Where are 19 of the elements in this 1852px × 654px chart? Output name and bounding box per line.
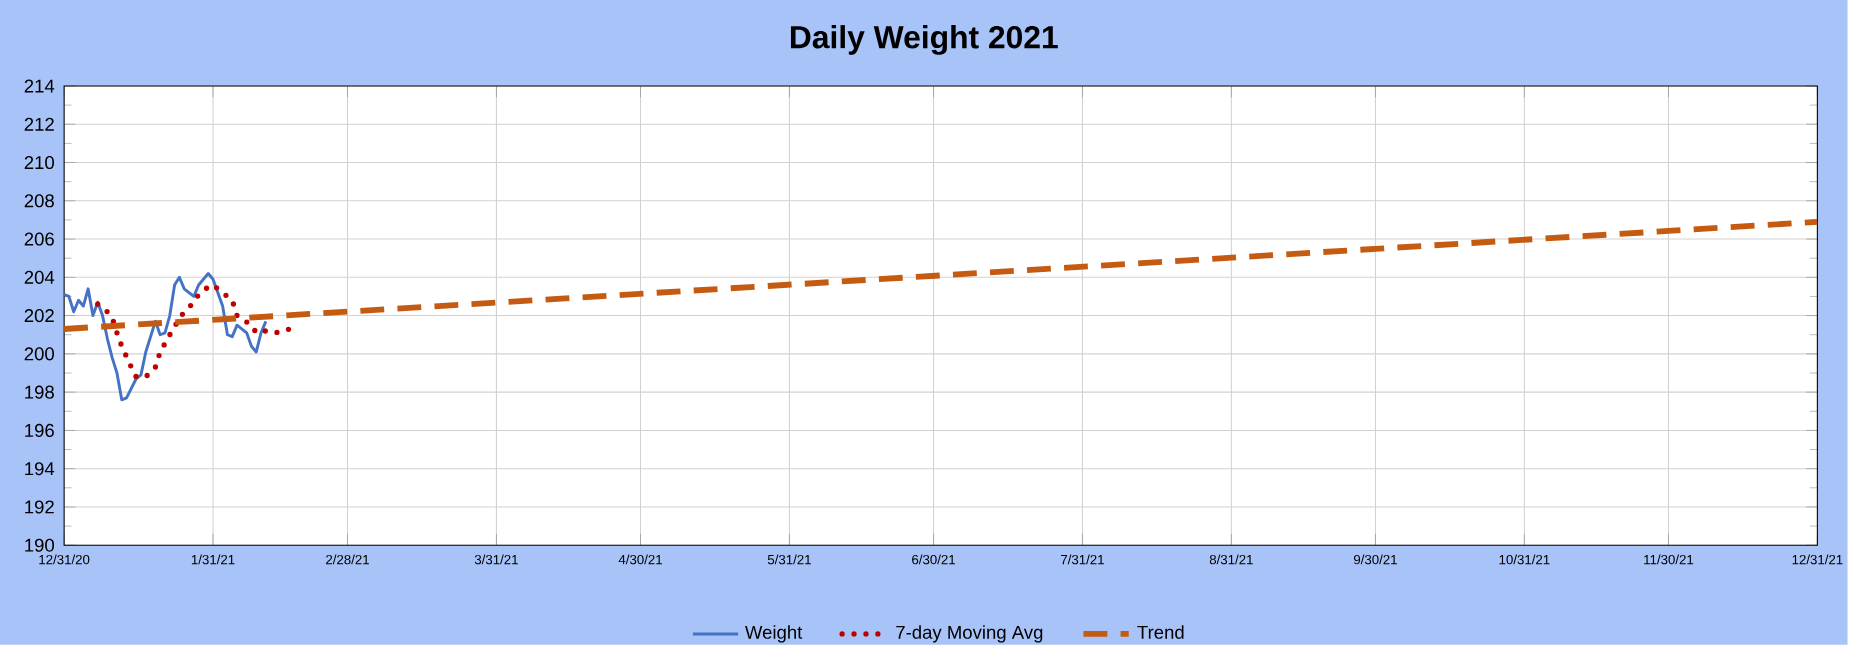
y-tick-label: 190 <box>25 539 55 553</box>
y-tick-label: 206 <box>24 232 54 246</box>
legend-label: Trend <box>1137 625 1184 640</box>
y-tick-label: 204 <box>24 271 55 285</box>
y-tick-label: 210 <box>24 156 55 170</box>
y-tick-label: 194 <box>25 462 55 476</box>
line-series <box>64 272 268 402</box>
y-tick-label: 214 <box>24 79 55 93</box>
legend-label: 7-day Moving Avg <box>896 625 1043 643</box>
y-tick-label: 196 <box>25 424 54 438</box>
y-tick-label: 200 <box>24 347 55 361</box>
y-tick-label: 212 <box>24 118 54 132</box>
y-tick-label: 208 <box>24 194 54 208</box>
y-tick-label: 202 <box>24 309 54 323</box>
y-tick-label: 192 <box>25 500 54 514</box>
legend-label: Weight <box>745 625 803 643</box>
y-tick-label: 198 <box>25 385 54 400</box>
line-series <box>95 282 293 380</box>
chart-title: Daily Weight 2021 <box>790 25 1058 56</box>
